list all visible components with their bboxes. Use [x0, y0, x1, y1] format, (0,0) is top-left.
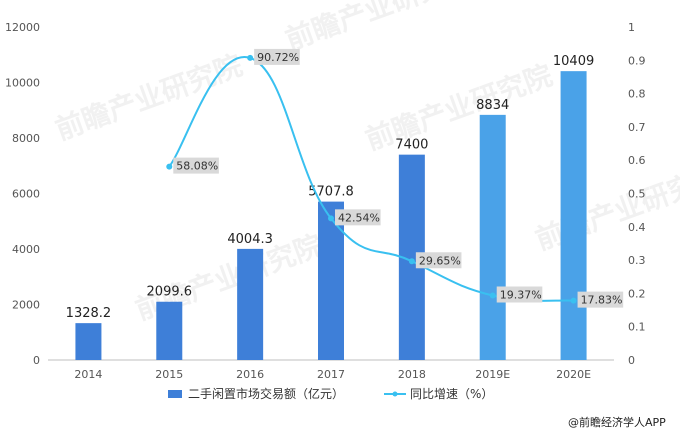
y-left-tick-6: 12000 [5, 21, 40, 34]
growth-label-bg-2017 [335, 209, 381, 226]
growth-point-2019E [489, 292, 496, 299]
watermark-3: 前瞻产业研究院 [531, 159, 680, 257]
legend-swatch-line-marker [392, 391, 398, 397]
x-tick-4: 2018 [398, 368, 426, 381]
axes: 0 2000 4000 6000 8000 10000 12000 0 0.1 0.2 0.3 0.4… [5, 21, 646, 381]
source-credit: @前瞻经济学人APP [568, 415, 666, 429]
growth-label-bg-2016 [254, 48, 300, 65]
growth-label-2020E: 17.83% [581, 294, 623, 307]
bar-label-2016: 4004.3 [227, 232, 273, 247]
watermark-4: 前瞻产业研究院 [281, 0, 476, 57]
bar-2015 [156, 301, 183, 360]
growth-label-bg-2015 [173, 157, 219, 174]
growth-label-bg-2018 [415, 252, 462, 269]
x-tick-1: 2015 [155, 368, 183, 381]
growth-point-2020E [570, 297, 577, 304]
bar-2014 [75, 323, 102, 360]
y-left-tick-5: 10000 [5, 77, 40, 90]
y-right-tick-2: 0.2 [628, 287, 646, 300]
watermark-1: 前瞻产业研究院 [361, 59, 556, 157]
line-series: 58.08% 90.72% 42.54% 29.65% 19.37% 17.83% [166, 48, 624, 308]
legend-swatch-bar [168, 390, 182, 398]
y-right-tick-6: 0.6 [628, 154, 646, 167]
bar-label-2020E: 10409 [553, 54, 594, 69]
growth-point-2016 [247, 54, 254, 61]
growth-point-2015 [166, 163, 173, 170]
bar-2020E [560, 71, 587, 360]
growth-label-bg-2019E [496, 286, 543, 303]
bar-label-2015: 2099.6 [147, 285, 193, 300]
growth-point-2017 [328, 215, 334, 222]
bar-2016 [237, 248, 264, 360]
bar-label-2018: 7400 [395, 138, 428, 153]
y-right-tick-7: 0.7 [628, 121, 646, 134]
growth-label-bg-2020E [577, 291, 624, 308]
y-right-tick-10: 1 [628, 21, 635, 34]
legend: 二手闲置市场交易额（亿元） 同比增速（%） [168, 386, 493, 401]
x-tick-3: 2017 [317, 368, 345, 381]
y-left-tick-4: 8000 [12, 132, 40, 145]
y-right-tick-8: 0.8 [628, 88, 646, 101]
x-tick-2: 2016 [236, 368, 264, 381]
watermark-0: 前瞻产业研究院 [51, 49, 246, 147]
bar-label-2019E: 8834 [476, 98, 509, 113]
bar-series: 1328.2 2099.6 4004.3 5707.8 7400 8834 10409 [66, 54, 594, 360]
y-right-tick-9: 0.9 [628, 54, 646, 67]
growth-label-2015: 58.08% [176, 160, 218, 173]
x-tick-0: 2014 [74, 368, 102, 381]
y-right-tick-1: 0.1 [628, 321, 646, 334]
legend-label-line: 同比增速（%） [410, 387, 493, 401]
bar-label-2017: 5707.8 [308, 185, 354, 200]
x-tick-6: 2020E [556, 368, 591, 381]
y-left-tick-1: 2000 [12, 299, 40, 312]
bar-2019E [479, 114, 506, 360]
y-left-tick-3: 6000 [12, 188, 40, 201]
y-left-tick-0: 0 [33, 354, 40, 367]
y-left-tick-2: 4000 [12, 243, 40, 256]
growth-label-2019E: 19.37% [500, 288, 542, 301]
growth-label-2018: 29.65% [419, 254, 461, 267]
y-right-tick-3: 0.3 [628, 254, 646, 267]
y-right-tick-4: 0.4 [628, 221, 646, 234]
y-right-tick-0: 0 [628, 354, 635, 367]
legend-label-bar: 二手闲置市场交易额（亿元） [188, 386, 344, 401]
growth-point-2018 [408, 258, 415, 265]
bar-2017 [318, 201, 344, 360]
growth-label-2017: 42.54% [338, 211, 380, 224]
bar-label-2014: 1328.2 [66, 306, 112, 321]
x-tick-5: 2019E [475, 368, 510, 381]
y-right-tick-5: 0.5 [628, 188, 646, 201]
growth-label-2016: 90.72% [257, 51, 299, 64]
